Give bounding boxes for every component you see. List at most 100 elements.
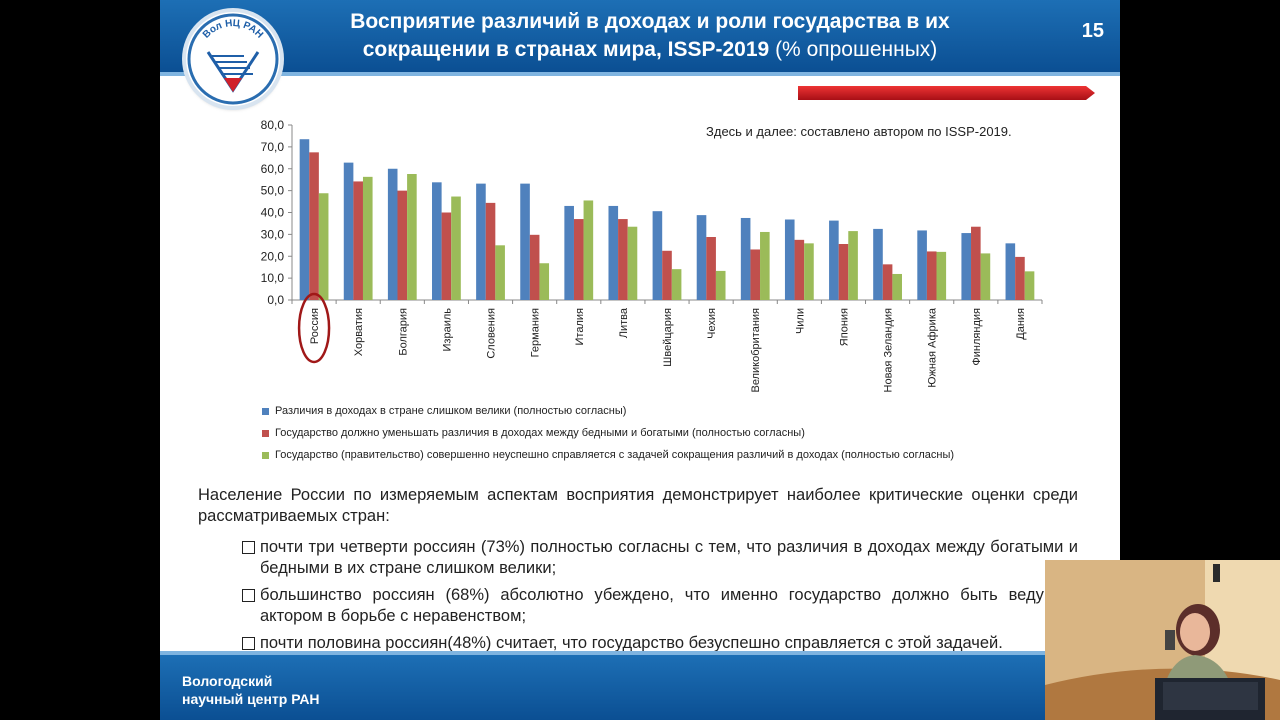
bar — [318, 193, 329, 300]
bar — [740, 217, 751, 300]
x-tick-label: Хорватия — [353, 308, 365, 356]
summary-bullets: почти три четверти россиян (73%) полност… — [242, 537, 1078, 660]
bar — [299, 139, 310, 300]
bar — [784, 219, 795, 300]
title-line-2-light: (% опрошенных) — [769, 38, 938, 61]
slide-footer — [160, 655, 1120, 720]
footer-line-2: научный центр РАН — [182, 691, 320, 707]
legend-item: Государство должно уменьшать различия в … — [262, 422, 1062, 444]
x-tick-label: Финляндия — [971, 308, 983, 366]
legend-item: Государство (правительство) совершенно н… — [262, 444, 1062, 466]
x-tick-label: Германия — [530, 308, 542, 357]
summary-bullet-text: почти половина россиян(48%) считает, что… — [260, 634, 1003, 652]
bar — [873, 228, 883, 300]
highlight-circle — [297, 292, 331, 364]
legend-swatch — [262, 429, 269, 437]
legend-item: Различия в доходах в стране слишком вели… — [262, 400, 1062, 422]
chart-legend: Различия в доходах в стране слишком вели… — [262, 400, 1062, 466]
bar — [750, 249, 761, 300]
x-tick-label: Япония — [838, 308, 850, 346]
bar — [583, 200, 594, 300]
bar — [485, 202, 496, 300]
summary-bullet: почти три четверти россиян (73%) полност… — [242, 537, 1078, 579]
presenter-webcam — [1045, 560, 1280, 720]
y-tick-label: 0,0 — [267, 293, 284, 307]
bar — [671, 269, 682, 300]
x-tick-label: Южная Африка — [927, 307, 939, 388]
bar — [618, 219, 628, 300]
summary-intro: Население России по измеряемым аспектам … — [198, 486, 1078, 525]
bar — [804, 243, 814, 300]
presenter-video-image — [1045, 560, 1280, 720]
bar — [608, 205, 619, 300]
bar — [961, 233, 972, 300]
bar — [1024, 271, 1035, 300]
checkbox-bullet-icon — [242, 637, 255, 650]
bar — [495, 245, 505, 300]
bar — [362, 176, 373, 300]
legend-label: Государство (правительство) совершенно н… — [275, 449, 955, 461]
title-line-2-bold: сокращении в странах мира, ISSP-2019 — [362, 38, 770, 61]
bar — [397, 190, 408, 300]
bar-chart: 80,0 70,0 60,0 50,0 40,0 30,0 20,0 10,0 0,0 Росси… — [261, 118, 1043, 393]
bar — [476, 183, 486, 300]
bar — [794, 239, 805, 300]
x-tick-label: Дания — [1015, 308, 1027, 340]
y-tick-label: 40,0 — [261, 206, 285, 220]
x-tick-label: Израиль — [441, 308, 453, 352]
bar — [892, 273, 902, 300]
bar — [451, 196, 461, 300]
x-tick-label: Италия — [574, 308, 586, 346]
bar — [926, 251, 937, 300]
bar — [829, 220, 839, 300]
bar — [627, 226, 638, 300]
bar — [407, 174, 417, 300]
legend-swatch — [262, 407, 269, 415]
x-tick-label: Швейцария — [662, 308, 674, 367]
bar — [652, 211, 663, 300]
bar — [917, 230, 927, 300]
red-arrow-decoration — [798, 86, 1095, 100]
bar — [882, 264, 893, 300]
bar — [980, 253, 991, 300]
y-tick-label: 50,0 — [261, 184, 285, 198]
checkbox-bullet-icon — [242, 589, 255, 602]
title-line-2: сокращении в странах мира, ISSP-2019 (% … — [290, 36, 1010, 64]
bar — [387, 168, 398, 300]
slide-header — [160, 0, 1120, 72]
bar — [1015, 256, 1025, 300]
y-tick-label: 30,0 — [261, 227, 285, 241]
summary-bullet: большинство россиян (68%) абсолютно убеж… — [242, 585, 1078, 627]
summary-bullet-text: большинство россиян (68%) абсолютно убеж… — [260, 586, 1078, 625]
bar — [573, 219, 584, 300]
x-tick-label: Чехия — [706, 308, 718, 339]
bar — [848, 231, 858, 300]
source-note: Здесь и далее: составлено автором по ISS… — [706, 124, 1012, 139]
footer-organization: Вологодский научный центр РАН — [182, 672, 320, 708]
vol-nc-ran-logo: Вол НЦ РАН — [186, 12, 280, 106]
header-stripe — [160, 72, 1120, 76]
x-tick-label: Новая Зеландия — [883, 308, 895, 392]
x-tick-label: Россия — [309, 308, 321, 344]
bar — [838, 244, 849, 300]
bar — [936, 251, 947, 300]
bar — [696, 215, 707, 300]
legend-label: Различия в доходах в стране слишком вели… — [275, 405, 627, 417]
bar — [432, 182, 442, 300]
bar — [529, 234, 540, 300]
bar — [309, 152, 319, 300]
x-tick-label: Словения — [486, 308, 498, 359]
summary-bullet: почти половина россиян(48%) считает, что… — [242, 633, 1078, 654]
bar — [353, 181, 363, 300]
x-tick-label: Болгария — [397, 308, 409, 356]
bar — [520, 183, 530, 300]
summary-bullet-text: почти три четверти россиян (73%) полност… — [260, 538, 1078, 577]
bar — [971, 226, 981, 300]
bar — [343, 162, 354, 300]
footer-line-1: Вологодский — [182, 673, 273, 689]
checkbox-bullet-icon — [242, 541, 255, 554]
x-tick-label: Великобритания — [750, 308, 762, 393]
presentation-slide: Восприятие различий в доходах и роли гос… — [160, 0, 1120, 720]
bar — [539, 263, 550, 300]
bar — [706, 237, 716, 300]
